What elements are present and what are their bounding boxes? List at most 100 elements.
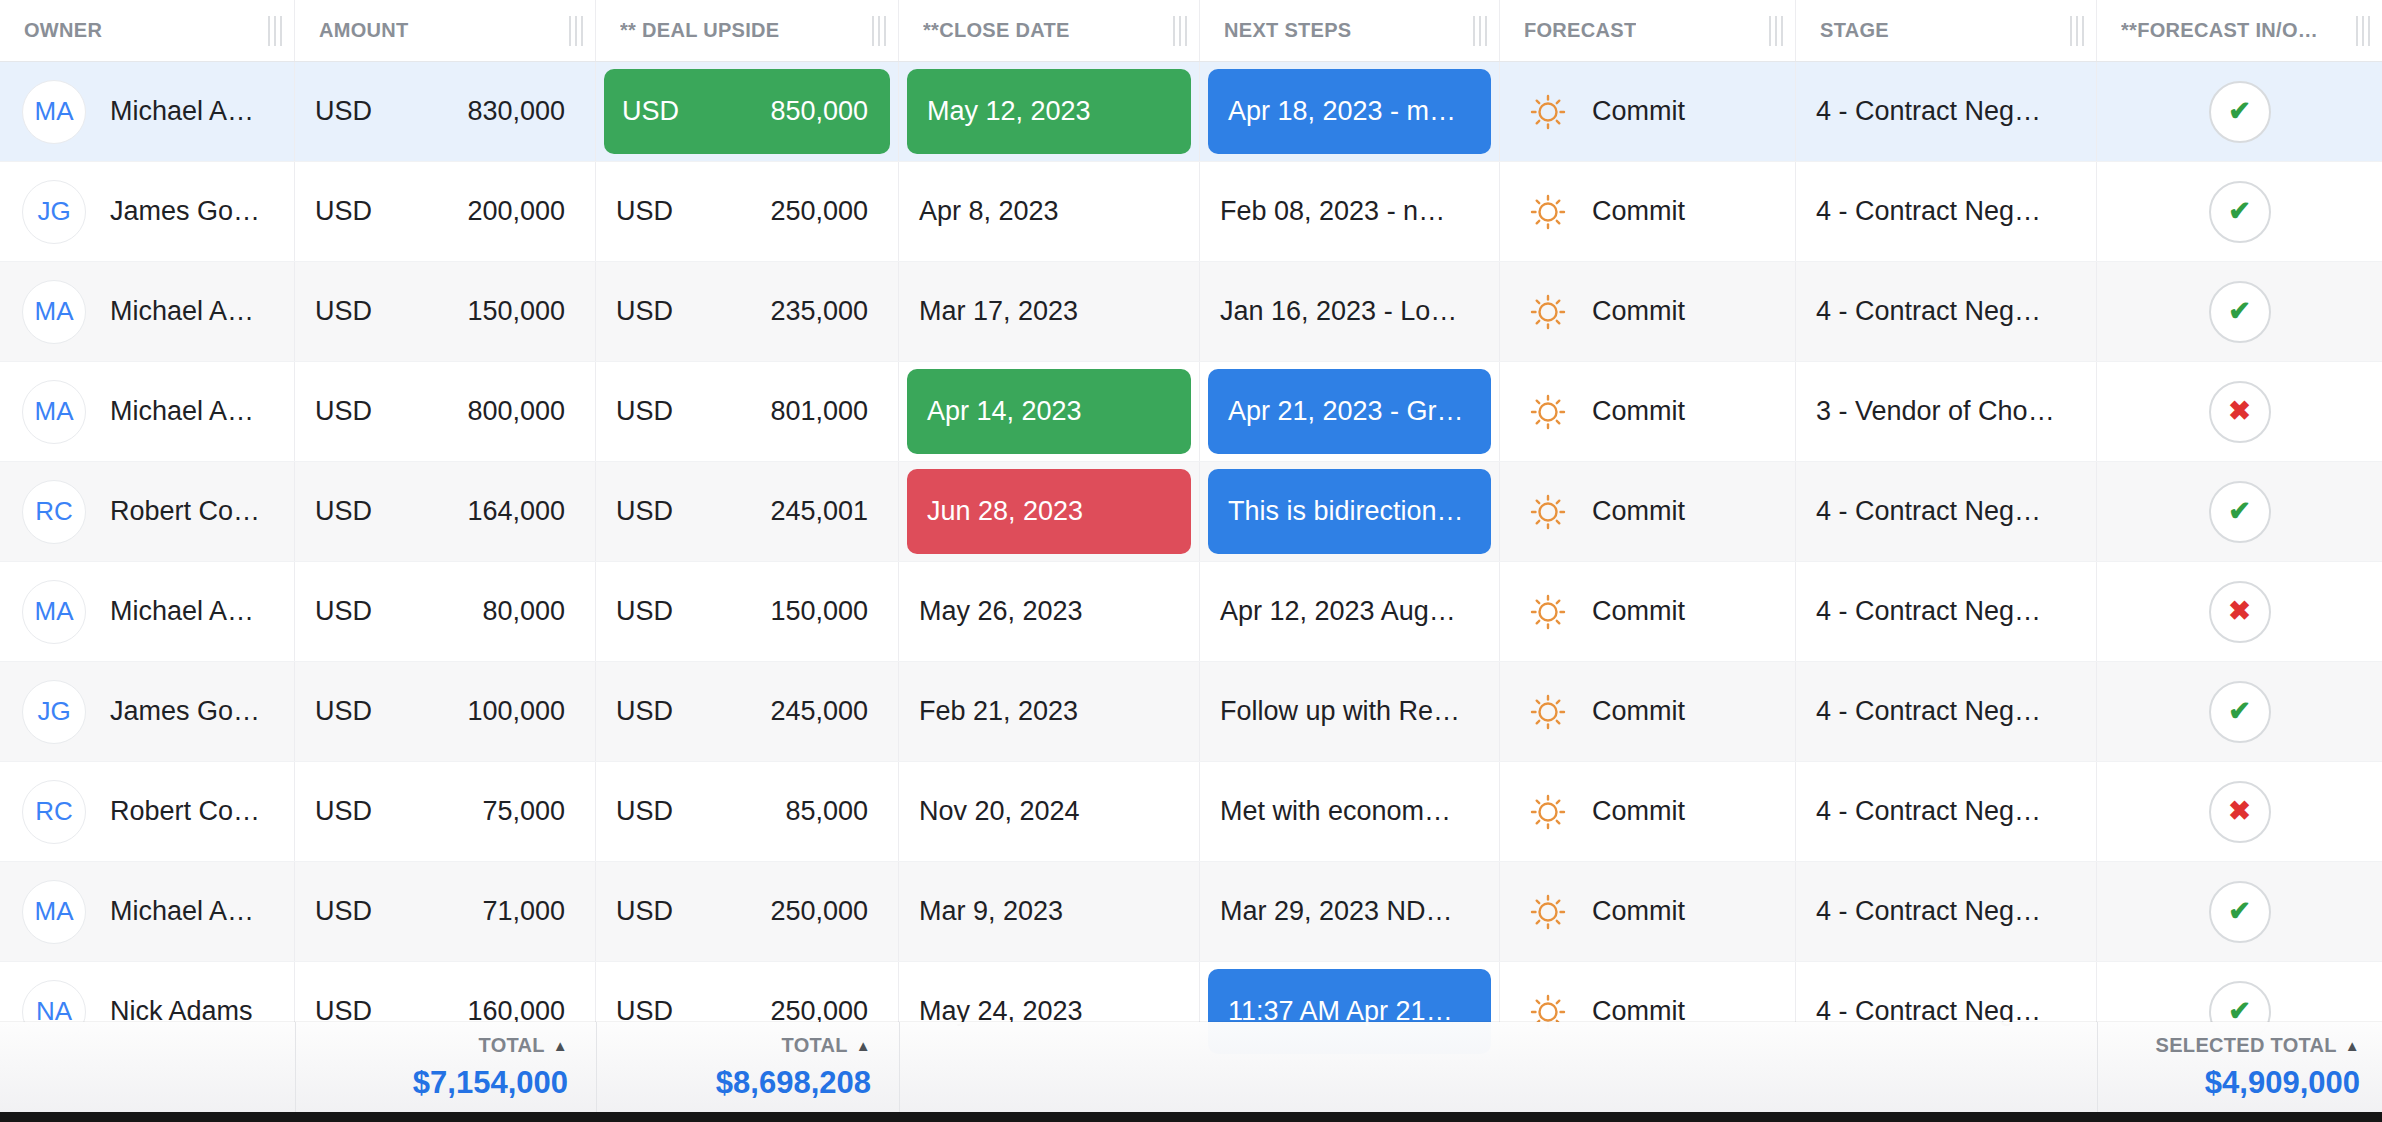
amount-cell[interactable]: USD 164,000 [295, 462, 596, 561]
close-date-cell[interactable]: Mar 17, 2023 [899, 262, 1200, 361]
owner-cell[interactable]: MA Michael A… [0, 862, 295, 961]
deal-upside-cell[interactable]: USD 235,000 [596, 262, 899, 361]
amount-cell[interactable]: USD 71,000 [295, 862, 596, 961]
forecast-cell[interactable]: Commit [1500, 262, 1796, 361]
check-icon[interactable]: ✔ [2209, 881, 2271, 943]
table-row[interactable]: MA Michael A… USD 80,000 USD 150,000 May… [0, 562, 2382, 662]
column-resize-handle[interactable] [569, 16, 583, 46]
amount-total[interactable]: TOTAL ▲ $7,154,000 [295, 1022, 596, 1112]
stage-cell[interactable]: 4 - Contract Neg… [1796, 862, 2097, 961]
owner-cell[interactable]: RC Robert Co… [0, 762, 295, 861]
forecast-cell[interactable]: Commit [1500, 562, 1796, 661]
deal-upside-cell[interactable]: USD 85,000 [596, 762, 899, 861]
owner-cell[interactable]: MA Michael A… [0, 62, 295, 161]
deal-upside-cell[interactable]: USD 250,000 [596, 862, 899, 961]
table-row[interactable]: MA Michael A… USD 150,000 USD 235,000 Ma… [0, 262, 2382, 362]
forecast-inout-cell[interactable]: ✖ [2097, 562, 2382, 661]
owner-cell[interactable]: MA Michael A… [0, 562, 295, 661]
forecast-cell[interactable]: Commit [1500, 762, 1796, 861]
stage-cell[interactable]: 4 - Contract Neg… [1796, 762, 2097, 861]
owner-cell[interactable]: JG James Go… [0, 162, 295, 261]
table-row[interactable]: RC Robert Co… USD 75,000 USD 85,000 Nov … [0, 762, 2382, 862]
column-header-deal-upside[interactable]: ** DEAL UPSIDE [596, 0, 899, 61]
forecast-inout-cell[interactable]: ✔ [2097, 462, 2382, 561]
forecast-cell[interactable]: Commit [1500, 662, 1796, 761]
column-resize-handle[interactable] [268, 16, 282, 46]
deal-upside-cell[interactable]: USD 850,000 [596, 62, 899, 161]
close-date-cell[interactable]: Feb 21, 2023 [899, 662, 1200, 761]
forecast-inout-cell[interactable]: ✖ [2097, 362, 2382, 461]
table-row[interactable]: JG James Go… USD 200,000 USD 250,000 Apr… [0, 162, 2382, 262]
stage-cell[interactable]: 3 - Vendor of Cho… [1796, 362, 2097, 461]
stage-cell[interactable]: 4 - Contract Neg… [1796, 662, 2097, 761]
close-date-cell[interactable]: Nov 20, 2024 [899, 762, 1200, 861]
column-header-forecast-inout[interactable]: **FORECAST IN/O… [2097, 0, 2382, 61]
deal-upside-cell[interactable]: USD 150,000 [596, 562, 899, 661]
column-header-stage[interactable]: STAGE [1796, 0, 2097, 61]
next-steps-cell[interactable]: Apr 21, 2023 - Gr… [1200, 362, 1500, 461]
owner-cell[interactable]: JG James Go… [0, 662, 295, 761]
upside-total[interactable]: TOTAL ▲ $8,698,208 [596, 1022, 899, 1112]
column-resize-handle[interactable] [1769, 16, 1783, 46]
deal-upside-cell[interactable]: USD 250,000 [596, 162, 899, 261]
owner-cell[interactable]: MA Michael A… [0, 262, 295, 361]
owner-cell[interactable]: RC Robert Co… [0, 462, 295, 561]
forecast-inout-cell[interactable]: ✔ [2097, 262, 2382, 361]
amount-cell[interactable]: USD 800,000 [295, 362, 596, 461]
amount-cell[interactable]: USD 75,000 [295, 762, 596, 861]
amount-cell[interactable]: USD 100,000 [295, 662, 596, 761]
column-header-owner[interactable]: OWNER [0, 0, 295, 61]
column-resize-handle[interactable] [1173, 16, 1187, 46]
next-steps-cell[interactable]: Mar 29, 2023 ND… [1200, 862, 1500, 961]
next-steps-cell[interactable]: Apr 18, 2023 - m… [1200, 62, 1500, 161]
column-resize-handle[interactable] [2070, 16, 2084, 46]
forecast-cell[interactable]: Commit [1500, 162, 1796, 261]
forecast-inout-cell[interactable]: ✔ [2097, 662, 2382, 761]
stage-cell[interactable]: 4 - Contract Neg… [1796, 62, 2097, 161]
forecast-cell[interactable]: Commit [1500, 862, 1796, 961]
check-icon[interactable]: ✔ [2209, 481, 2271, 543]
close-date-cell[interactable]: Mar 9, 2023 [899, 862, 1200, 961]
forecast-inout-cell[interactable]: ✔ [2097, 62, 2382, 161]
close-date-cell[interactable]: May 26, 2023 [899, 562, 1200, 661]
check-icon[interactable]: ✔ [2209, 81, 2271, 143]
column-resize-handle[interactable] [872, 16, 886, 46]
table-row[interactable]: MA Michael A… USD 71,000 USD 250,000 Mar… [0, 862, 2382, 962]
close-date-cell[interactable]: Jun 28, 2023 [899, 462, 1200, 561]
next-steps-cell[interactable]: Apr 12, 2023 Aug… [1200, 562, 1500, 661]
forecast-cell[interactable]: Commit [1500, 62, 1796, 161]
column-header-close-date[interactable]: **CLOSE DATE [899, 0, 1200, 61]
amount-cell[interactable]: USD 830,000 [295, 62, 596, 161]
table-row[interactable]: MA Michael A… USD 830,000 USD 850,000 Ma… [0, 62, 2382, 162]
check-icon[interactable]: ✔ [2209, 681, 2271, 743]
stage-cell[interactable]: 4 - Contract Neg… [1796, 562, 2097, 661]
stage-cell[interactable]: 4 - Contract Neg… [1796, 162, 2097, 261]
check-icon[interactable]: ✔ [2209, 281, 2271, 343]
column-resize-handle[interactable] [2356, 16, 2370, 46]
next-steps-cell[interactable]: Feb 08, 2023 - n… [1200, 162, 1500, 261]
forecast-inout-cell[interactable]: ✖ [2097, 762, 2382, 861]
amount-cell[interactable]: USD 200,000 [295, 162, 596, 261]
table-row[interactable]: MA Michael A… USD 800,000 USD 801,000 Ap… [0, 362, 2382, 462]
check-icon[interactable]: ✔ [2209, 181, 2271, 243]
forecast-inout-cell[interactable]: ✔ [2097, 162, 2382, 261]
owner-cell[interactable]: MA Michael A… [0, 362, 295, 461]
next-steps-cell[interactable]: Jan 16, 2023 - Lo… [1200, 262, 1500, 361]
next-steps-cell[interactable]: Follow up with Re… [1200, 662, 1500, 761]
deal-upside-cell[interactable]: USD 245,000 [596, 662, 899, 761]
column-header-next-steps[interactable]: NEXT STEPS [1200, 0, 1500, 61]
close-date-cell[interactable]: May 12, 2023 [899, 62, 1200, 161]
amount-cell[interactable]: USD 80,000 [295, 562, 596, 661]
column-resize-handle[interactable] [1473, 16, 1487, 46]
x-icon[interactable]: ✖ [2209, 381, 2271, 443]
deal-upside-cell[interactable]: USD 801,000 [596, 362, 899, 461]
next-steps-cell[interactable]: Met with econom… [1200, 762, 1500, 861]
close-date-cell[interactable]: Apr 8, 2023 [899, 162, 1200, 261]
column-header-forecast[interactable]: FORECAST [1500, 0, 1796, 61]
amount-cell[interactable]: USD 150,000 [295, 262, 596, 361]
x-icon[interactable]: ✖ [2209, 781, 2271, 843]
forecast-inout-cell[interactable]: ✔ [2097, 862, 2382, 961]
column-header-amount[interactable]: AMOUNT [295, 0, 596, 61]
close-date-cell[interactable]: Apr 14, 2023 [899, 362, 1200, 461]
selected-total[interactable]: SELECTED TOTAL ▲ $4,909,000 [2097, 1022, 2382, 1112]
